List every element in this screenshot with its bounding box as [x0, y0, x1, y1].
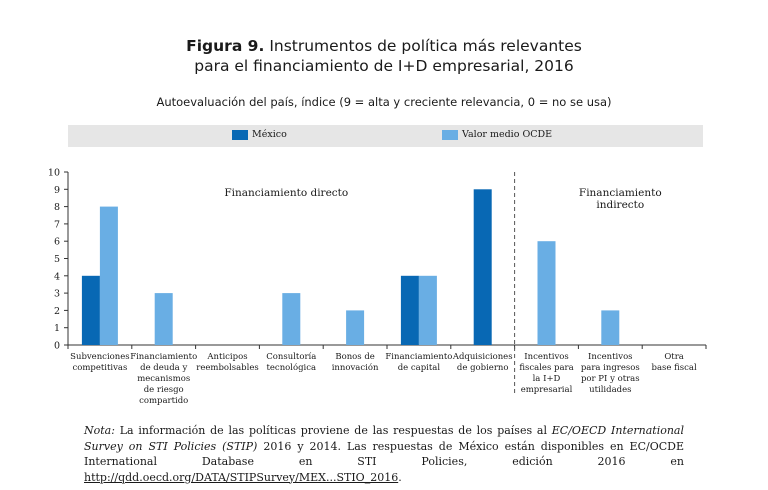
bar-mexico: [400, 275, 419, 345]
legend-item-mexico: México: [232, 129, 287, 140]
x-category-label: Adquisiciones de gobierno: [452, 352, 513, 373]
note-text-b: 2016 y 2014. Las respuestas de México es…: [84, 439, 684, 469]
legend-item-oecd: Valor medio OCDE: [442, 129, 552, 140]
x-category-label: Financiamiento de deuda y mecanismos de rie…: [130, 352, 197, 406]
y-tick-label: 9: [54, 185, 60, 196]
bar-oecd: [346, 310, 365, 345]
y-tick-label: 1: [54, 323, 60, 334]
bar-oecd: [418, 275, 437, 345]
x-category-label-line: Incentivos: [588, 352, 633, 362]
bar-mexico: [473, 189, 492, 345]
x-category-label-line: para ingresos: [581, 363, 640, 373]
bar-oecd: [99, 206, 118, 345]
note-link[interactable]: http://qdd.oecd.org/DATA/STIPSurvey/MEX.…: [84, 470, 399, 484]
x-category-label-line: Anticipos: [206, 352, 247, 362]
x-category-label-line: Bonos de: [335, 352, 375, 362]
x-category-label-line: de gobierno: [457, 363, 509, 373]
legend-label-mexico: México: [252, 129, 287, 140]
x-category-label-line: de deuda y: [140, 363, 187, 373]
title-line1: Instrumentos de política más relevantes: [269, 37, 582, 55]
x-category-label-line: la I+D: [533, 374, 561, 384]
x-category-label: Bonos de innovación: [332, 352, 379, 373]
bar-oecd: [601, 310, 620, 345]
x-category-label-line: Incentivos: [524, 352, 569, 362]
x-category-label-line: reembolsables: [196, 363, 258, 373]
y-tick-label: 6: [54, 237, 60, 248]
note-label: Nota:: [84, 424, 115, 437]
annotation-indirect-line1: Financiamiento: [579, 187, 662, 199]
x-category-label: Consultoría tecnológica: [266, 351, 316, 373]
y-tick-label: 2: [54, 306, 60, 317]
bar-oecd: [282, 293, 301, 345]
legend-swatch-mexico: [232, 129, 248, 140]
chart-subtitle: Autoevaluación del país, índice (9 = alt…: [156, 95, 612, 109]
x-category-label-line: Consultoría: [266, 351, 316, 362]
y-tick-label: 10: [48, 168, 60, 179]
x-category-label-line: por PI y otras: [581, 374, 640, 384]
x-category-label-line: Adquisiciones: [452, 352, 513, 362]
bar-chart: 0 1 2 3 4 5 6 7 8 9 10 Financiamiento directo Financ…: [48, 168, 707, 406]
x-category-label-line: fiscales para: [519, 363, 573, 373]
x-category-label: Subvenciones competitivas: [70, 352, 130, 373]
bar-oecd: [537, 241, 556, 345]
x-category-label-line: Otra: [664, 352, 684, 362]
note-end: .: [398, 470, 402, 484]
figure-label: Figura 9.: [186, 37, 265, 55]
figure-title: Figura 9. Instrumentos de política más r…: [0, 36, 768, 76]
x-category-label-line: tecnológica: [266, 362, 316, 373]
chart-note: Nota: La información de las políticas pr…: [84, 423, 684, 485]
y-tick-label: 7: [54, 219, 60, 230]
x-category-label-line: utilidades: [589, 385, 631, 395]
x-category-label: Anticipos reembolsables: [196, 352, 258, 373]
x-category-label: Incentivos fiscales para la I+D empresarial: [519, 352, 573, 395]
y-tick-label: 8: [54, 202, 60, 213]
note-text-a: La información de las políticas proviene…: [119, 424, 547, 437]
y-tick-label: 4: [54, 271, 60, 282]
y-tick-label: 3: [54, 289, 60, 300]
x-category-label-line: base fiscal: [652, 363, 697, 373]
legend-label-oecd: Valor medio OCDE: [462, 129, 553, 140]
bar-oecd: [154, 293, 173, 345]
x-category-label-line: innovación: [332, 362, 379, 373]
legend-swatch-oecd: [442, 129, 458, 140]
x-category-label-line: de capital: [398, 363, 441, 373]
x-category-label-line: empresarial: [521, 385, 573, 395]
y-tick-label: 0: [54, 341, 60, 352]
x-category-label-line: mecanismos: [137, 374, 190, 384]
x-category-label-line: de riesgo: [144, 385, 184, 395]
annotation-direct: Financiamiento directo: [224, 187, 348, 199]
note-survey-name: EC/OECD International Survey on STI Poli…: [84, 424, 684, 453]
x-category-label: Incentivos para ingresos por PI y otras uti…: [581, 352, 640, 395]
chart-legend: México Valor medio OCDE: [68, 125, 703, 147]
title-line2: para el financiamiento de I+D empresaria…: [194, 57, 574, 75]
y-tick-label: 5: [54, 254, 60, 265]
x-category-label-line: competitivas: [72, 363, 127, 373]
x-category-label-line: Financiamiento: [130, 352, 197, 362]
x-category-label: Financiamiento de capital: [385, 352, 452, 373]
x-category-label-line: Financiamiento: [385, 352, 452, 362]
bar-mexico: [81, 275, 100, 345]
x-category-label: Otra base fiscal: [652, 352, 697, 373]
x-category-label-line: Subvenciones: [70, 352, 130, 362]
annotation-indirect-line2: indirecto: [596, 199, 644, 211]
x-category-label-line: compartido: [139, 396, 188, 406]
